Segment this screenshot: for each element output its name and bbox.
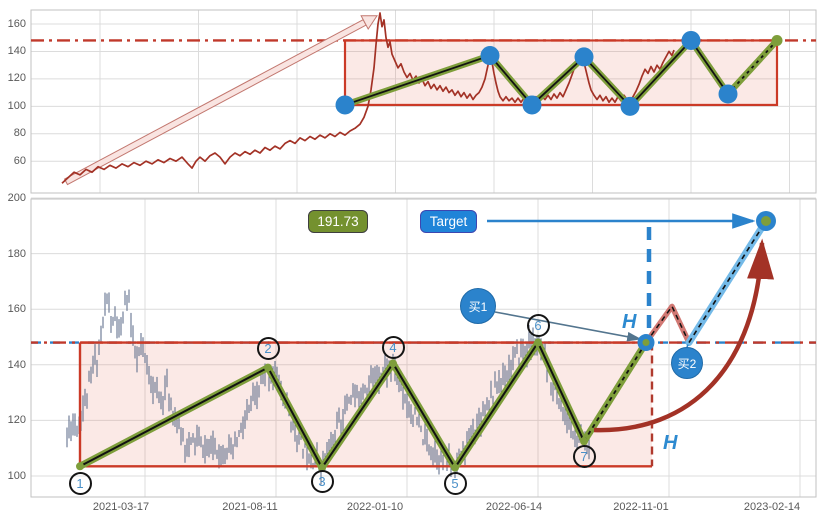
bottom-ytick-160: 160 (7, 303, 26, 315)
bottom-zigzag-centerline (392, 362, 456, 469)
top-zigzag-centerline (489, 54, 533, 106)
bottom-pivot-dot (580, 437, 588, 446)
pivot-circle-5: 5 (443, 471, 467, 495)
bottom-ytick-140: 140 (7, 359, 26, 371)
top-zigzag-centerline (629, 39, 692, 107)
height-label-upper: H (622, 311, 637, 333)
breakout-leg-centerline (583, 342, 647, 442)
bottom-ytick-200: 200 (7, 192, 26, 204)
buy2-marker: 买2 (671, 347, 703, 379)
height-label-lower: H (663, 432, 678, 454)
top-price-line (61, 12, 675, 184)
target-price-badge: 191.73 (308, 210, 368, 233)
buy1-marker: 买1 (460, 288, 496, 324)
trend-channel-arrow-head (360, 15, 378, 30)
bottom-pivot-dot (534, 338, 542, 347)
top-zigzag-dot (335, 95, 355, 115)
bottom-ytick-120: 120 (7, 414, 26, 426)
bottom-zigzag-centerline (267, 367, 323, 469)
top-zigzag-dot (681, 30, 701, 50)
target-badge: Target (420, 210, 477, 233)
bottom-zigzag-centerline (537, 342, 585, 442)
pivot-circle-1: 1 (68, 471, 92, 495)
top-zigzag-dot (522, 95, 542, 115)
target-dot-core (761, 215, 771, 226)
pivot-circle-7: 7 (572, 444, 596, 468)
top-zigzag-centerline (690, 39, 729, 95)
bottom-zigzag-centerline (454, 342, 539, 469)
top-ytick-80: 80 (13, 127, 26, 139)
xtick-2023-02-14: 2023-02-14 (743, 501, 801, 513)
bottom-ytick-180: 180 (7, 248, 26, 260)
top-zigzag-dot (620, 96, 640, 116)
pivot-circle-6: 6 (526, 313, 550, 337)
top-ytick-100: 100 (7, 100, 26, 112)
top-plot-border (30, 9, 817, 194)
top-zigzag-end-dot (771, 34, 783, 46)
bottom-pivot-dot (389, 359, 397, 368)
breakout-dot-core (642, 339, 650, 347)
bottom-zigzag-centerline (79, 366, 269, 468)
bottom-pivot-dot (76, 462, 84, 471)
projected-pullback-zigzag (643, 303, 692, 346)
top-zigzag-centerline (727, 39, 778, 95)
trend-channel-arrow-shaft (63, 18, 367, 186)
top-zigzag-dot (718, 84, 738, 104)
pivot-circle-2: 2 (256, 336, 280, 360)
top-zigzag-dot (480, 46, 500, 66)
top-zigzag-centerline (583, 56, 631, 107)
xtick-2022-11-01: 2022-11-01 (613, 501, 669, 513)
bottom-ytick-100: 100 (7, 470, 26, 482)
xtick-2021-08-11: 2021-08-11 (222, 501, 278, 513)
bottom-zigzag-centerline (321, 362, 394, 469)
bottom-plot-border (30, 198, 817, 498)
xtick-2021-03-17: 2021-03-17 (92, 501, 150, 513)
top-ytick-120: 120 (7, 72, 26, 84)
xtick-2022-01-10: 2022-01-10 (346, 501, 404, 513)
rally-curve-arrow (593, 238, 775, 433)
top-ytick-160: 160 (7, 18, 26, 30)
bottom-pivot-dot (264, 363, 272, 372)
bottom-pivot-dot (451, 463, 459, 472)
buy1-pointer-arrow (494, 311, 642, 342)
top-ytick-60: 60 (13, 155, 26, 167)
xtick-2022-06-14: 2022-06-14 (485, 501, 543, 513)
top-zigzag-centerline (531, 56, 585, 106)
pivot-circle-3: 3 (310, 469, 334, 493)
buy2-pointer-tick (686, 344, 689, 348)
pivot-circle-4: 4 (381, 335, 405, 359)
top-zigzag-dot (574, 47, 594, 67)
top-zigzag-centerline (344, 54, 491, 106)
top-ytick-140: 140 (7, 45, 26, 57)
